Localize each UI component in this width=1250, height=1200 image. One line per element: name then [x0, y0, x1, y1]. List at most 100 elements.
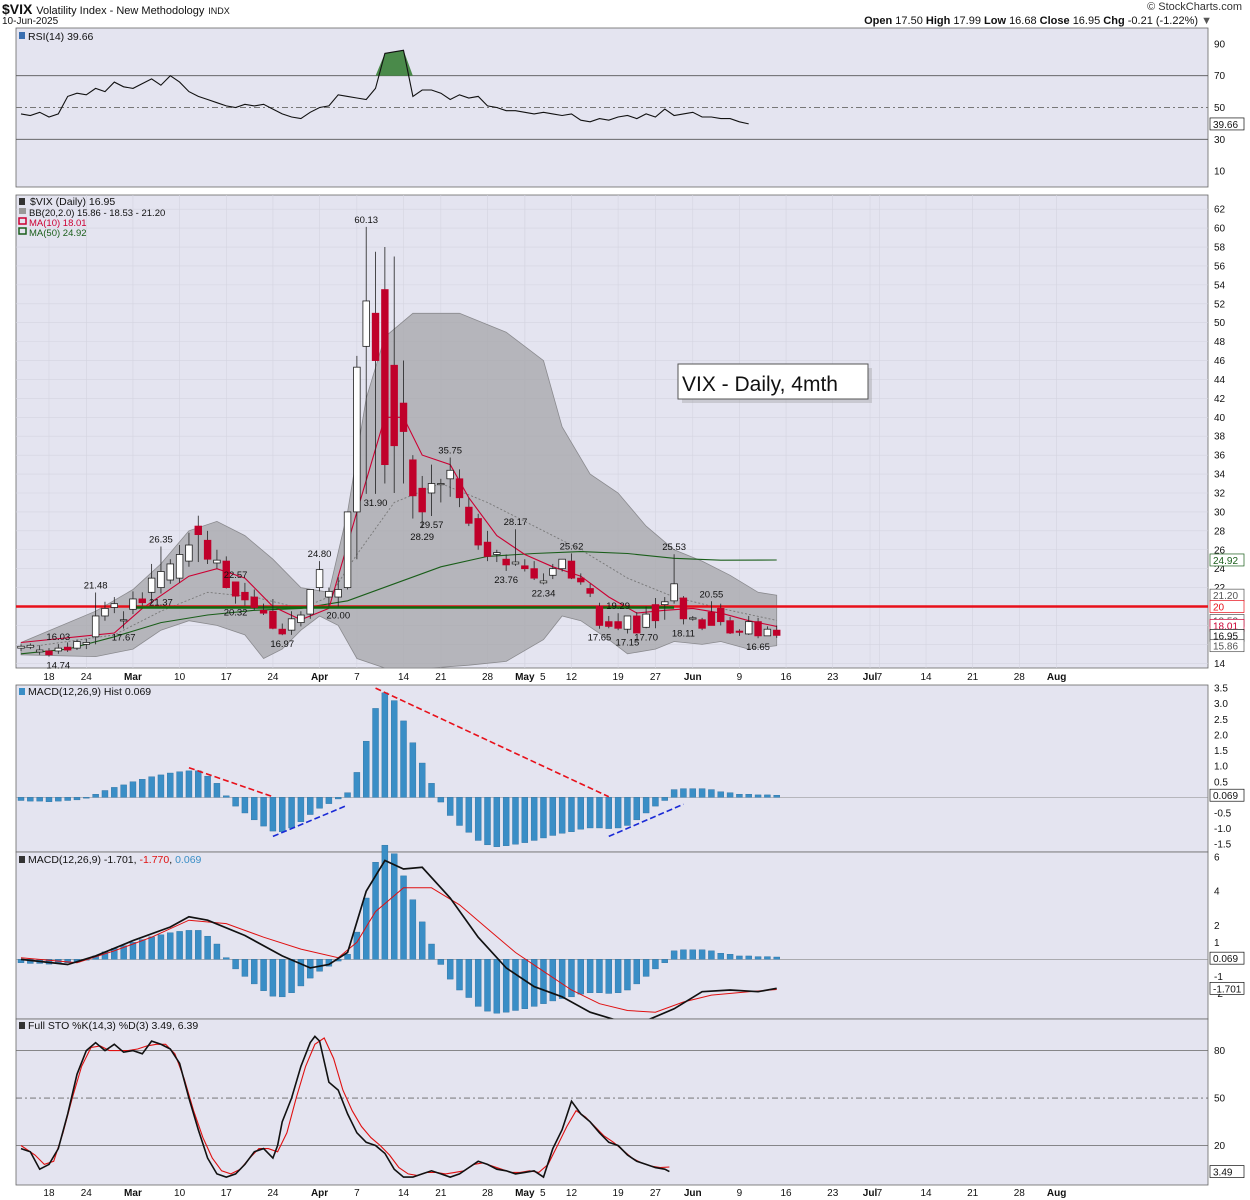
- price-y-tick: 36: [1214, 451, 1226, 462]
- x-axis-label: 9: [737, 672, 743, 683]
- macd-hist-bar: [708, 789, 715, 798]
- watermark: © StockCharts.com: [1147, 1, 1242, 13]
- legend-entry: MA(10) 18.01: [29, 218, 87, 229]
- x-axis-label: Mar: [124, 672, 142, 683]
- candle-body: [707, 611, 716, 626]
- candle-body: [297, 614, 305, 623]
- macd-hist-bar: [139, 779, 146, 798]
- macd-panel-hist-bar: [437, 959, 445, 965]
- candle-body: [194, 525, 202, 536]
- candle-body: [465, 506, 473, 524]
- legend-entry: MA(50) 24.92: [29, 228, 87, 239]
- candle-body: [455, 478, 464, 499]
- candle-body: [399, 402, 408, 432]
- macd-panel-hist-bar: [17, 959, 25, 963]
- macd-hist-bar: [764, 794, 771, 798]
- x-axis-label: Jun: [684, 672, 702, 683]
- rsi-y-tick: 10: [1214, 167, 1226, 178]
- candle-body: [26, 644, 35, 648]
- macd-hist-bar: [17, 797, 25, 801]
- macd-panel-hist-bar: [614, 959, 622, 993]
- ma50-line: [20, 551, 777, 655]
- candle-body: [334, 589, 342, 598]
- candle-body: [63, 646, 72, 651]
- macd-panel-hist-bar: [213, 943, 221, 960]
- macd-line: [20, 859, 777, 1022]
- macd-hist-bar: [372, 708, 379, 798]
- divergence-line: [375, 687, 610, 798]
- bottom-x-axis-label: 23: [827, 1188, 839, 1199]
- x-axis-label: May: [515, 672, 535, 683]
- macd-hist-bar: [381, 692, 389, 798]
- macd-hist-bar: [232, 797, 239, 807]
- macd-panel-hist-bar: [139, 939, 146, 960]
- bottom-x-axis-label: 18: [43, 1188, 55, 1199]
- macd-hist-bar: [661, 797, 668, 801]
- macd-y-tick: 4: [1214, 887, 1220, 898]
- candle-body: [231, 581, 240, 597]
- price-y-tick: 24: [1214, 564, 1226, 575]
- macd-hist-bar: [101, 790, 109, 798]
- macd-hist-bar: [773, 795, 780, 798]
- macd-hist-bar: [307, 797, 314, 815]
- macd-y-tick: 1: [1214, 938, 1220, 949]
- price-last-value-box: [1209, 639, 1245, 653]
- macd-panel-hist-bar: [624, 959, 631, 991]
- price-point-label: 20.00: [326, 611, 350, 622]
- candle-body: [101, 608, 109, 617]
- macd-hist-bar: [437, 797, 445, 803]
- macd-hist-bar: [120, 784, 127, 798]
- x-axis-label: 17: [221, 672, 233, 683]
- macd-hist-bar: [717, 791, 724, 798]
- macd-hist-bar: [316, 797, 323, 809]
- candle-body: [754, 621, 762, 637]
- macd-panel-hist-bar: [708, 950, 715, 960]
- macd-panel-hist-bar: [64, 959, 71, 963]
- bottom-x-axis-label: 16: [780, 1188, 792, 1199]
- candle-body: [147, 577, 156, 593]
- macd-last-value: -1.701: [1213, 984, 1242, 995]
- bottom-x-axis-label: 27: [650, 1188, 662, 1199]
- candle-body: [605, 621, 613, 627]
- x-axis-label: 24: [81, 672, 93, 683]
- macd-panel-hist-bar: [689, 949, 696, 960]
- macd-panel-hist-bar: [605, 959, 612, 994]
- x-axis-label: 10: [174, 672, 186, 683]
- price-point-label: 60.13: [354, 215, 378, 226]
- legend-swatch: [18, 227, 27, 235]
- macd-hist-bar: [530, 797, 538, 841]
- bottom-x-axis-label: 14: [398, 1188, 410, 1199]
- symbol: $VIX: [2, 1, 33, 17]
- price-y-tick: 60: [1214, 224, 1226, 235]
- macd-hist-bar: [558, 797, 566, 834]
- stochastic-panel: [15, 1018, 1209, 1186]
- rsi-y-tick: 70: [1214, 71, 1226, 82]
- price-point-label: 19.29: [606, 601, 630, 612]
- candle-body: [138, 598, 146, 604]
- macd-hist-bar: [363, 740, 370, 798]
- macd-hist-bar: [540, 797, 547, 839]
- candle-body: [129, 598, 137, 610]
- stochastic-last-value-box: [1209, 1165, 1245, 1178]
- macd-panel-hist-bar: [586, 959, 594, 993]
- macd-panel-hist-bar: [157, 934, 165, 960]
- stochastic-title-icon: [19, 1022, 25, 1029]
- candle-body: [278, 628, 286, 635]
- macd-panel-hist-bar: [512, 959, 519, 1011]
- candle-body: [166, 563, 174, 581]
- macd-panel-hist-bar: [418, 921, 426, 960]
- candle-body: [110, 603, 118, 608]
- macd-hist-bar: [736, 794, 743, 798]
- macd-title: MACD(12,26,9) -1.701, -1.770, 0.069: [28, 854, 202, 866]
- macd-panel-hist-bar: [185, 930, 193, 960]
- candle-body: [446, 469, 454, 480]
- candle-body: [763, 628, 772, 637]
- macd-panel-hist-bar: [736, 955, 743, 960]
- x-axis-label: 14: [920, 672, 932, 683]
- macd-hist-bar: [400, 720, 407, 798]
- price-y-tick: 22: [1214, 583, 1226, 594]
- price-last-value: 20: [1213, 603, 1225, 614]
- bottom-x-axis-label: Jun: [684, 1188, 702, 1199]
- macd-hist-bar: [129, 781, 137, 798]
- x-axis-label: 24: [267, 672, 279, 683]
